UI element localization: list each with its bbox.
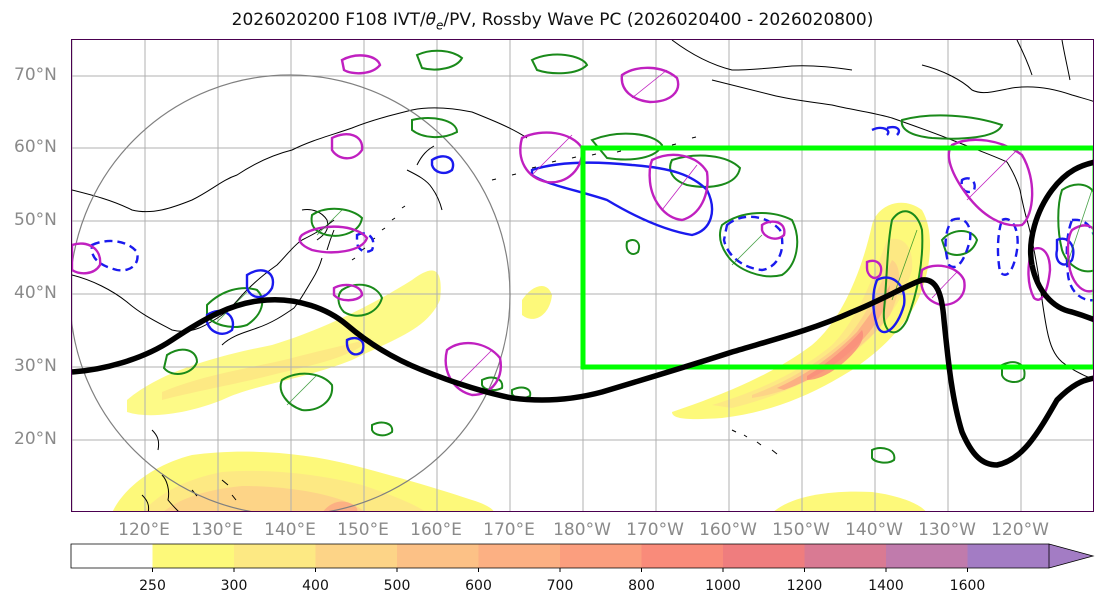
lon-label-170w: 170°W (626, 520, 684, 540)
colorbar-tick-label: 700 (546, 578, 574, 594)
colorbar-tick-label: 400 (302, 578, 329, 594)
colorbar-tick-label: 500 (383, 578, 411, 594)
lat-label-50: 50°N (14, 210, 57, 230)
title-theta: θ (425, 10, 436, 30)
lon-label-140e: 140°E (264, 520, 316, 540)
colorbar-tick-label: 250 (139, 578, 166, 594)
magenta-hatching (456, 69, 1018, 386)
lon-label-170e: 170°E (483, 520, 535, 540)
colorbar-segment (641, 544, 724, 568)
colorbar-segment (723, 544, 805, 568)
rossby-region-box (580, 145, 1093, 370)
ivt-shading (113, 202, 931, 511)
colorbar-segment (234, 544, 316, 568)
lat-label-20: 20°N (14, 429, 57, 449)
lon-label-140w: 140°W (845, 520, 903, 540)
colorbar-extension (1048, 543, 1095, 569)
jet-contour (72, 159, 1093, 468)
map-svg (72, 40, 1093, 511)
plot-title: 2026020200 F108 IVT/θe/PV, Rossby Wave P… (0, 10, 1105, 32)
colorbar-tick-label: 1400 (868, 578, 904, 594)
colorbar-segment (397, 544, 479, 568)
colorbar-tick-label: 1600 (949, 578, 986, 594)
colorbar-segment (478, 544, 561, 568)
green-contours (162, 49, 1093, 464)
colorbar-tick-label: 600 (465, 578, 492, 594)
lon-label-120w: 120°W (991, 520, 1049, 540)
lat-label-40: 40°N (14, 283, 57, 303)
lat-label-30: 30°N (14, 356, 57, 376)
lat-label-70: 70°N (14, 65, 57, 85)
colorbar-segment (315, 544, 398, 568)
map-panel (71, 39, 1094, 512)
lon-label-130w: 130°W (918, 520, 976, 540)
lon-label-130e: 130°E (191, 520, 243, 540)
lon-label-160w: 160°W (699, 520, 757, 540)
colorbar-segment (560, 544, 642, 568)
colorbar-segment (886, 544, 968, 568)
colorbar-tick-label: 300 (220, 578, 248, 594)
lon-label-120e: 120°E (118, 520, 170, 540)
hatching (216, 189, 1093, 406)
lon-label-180w: 180°W (553, 520, 611, 540)
title-subscript: e (436, 18, 444, 33)
colorbar (70, 543, 1095, 572)
title-suffix: /PV, Rossby Wave PC (2026020400 - 202602… (443, 10, 874, 30)
colorbar-tick-label: 800 (628, 578, 655, 594)
lon-label-160e: 160°E (410, 520, 462, 540)
colorbar-segment (152, 544, 235, 568)
colorbar-segment-below (71, 544, 153, 568)
colorbar-segment (804, 544, 887, 568)
lon-label-150w: 150°W (772, 520, 830, 540)
coastlines (72, 40, 1093, 511)
colorbar-tick-label: 1000 (705, 578, 741, 594)
colorbar-tick-label: 1200 (786, 578, 823, 594)
colorbar-segment (967, 544, 1050, 568)
lon-label-150e: 150°E (337, 520, 389, 540)
radius-circle (72, 74, 511, 511)
lat-label-60: 60°N (14, 137, 57, 157)
title-prefix: 2026020200 F108 IVT/ (231, 10, 426, 30)
